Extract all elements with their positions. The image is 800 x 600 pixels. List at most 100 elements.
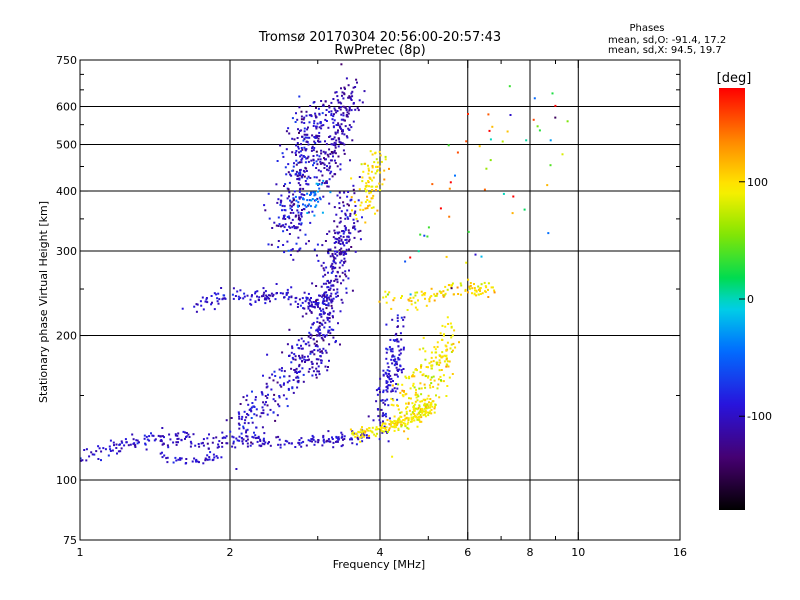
- data-point: [328, 313, 331, 316]
- data-point: [305, 444, 308, 447]
- data-point: [289, 254, 292, 256]
- data-point: [330, 170, 333, 173]
- data-point: [225, 442, 228, 445]
- data-point: [334, 132, 337, 135]
- data-point: [450, 287, 453, 290]
- data-point: [295, 242, 298, 245]
- data-point: [328, 343, 331, 346]
- data-point: [342, 279, 345, 282]
- data-point: [307, 204, 310, 207]
- data-point: [218, 440, 221, 443]
- data-point: [316, 298, 319, 301]
- data-point: [246, 445, 249, 448]
- y-tick-label: 600: [56, 101, 77, 114]
- data-point: [340, 239, 343, 242]
- data-point: [382, 427, 385, 429]
- data-point: [324, 152, 327, 155]
- data-point: [380, 408, 383, 411]
- data-point: [337, 232, 340, 235]
- data-point: [417, 395, 420, 398]
- data-point: [399, 391, 402, 394]
- data-point: [352, 218, 355, 221]
- data-point: [184, 462, 187, 465]
- data-point: [347, 229, 350, 232]
- data-point: [376, 170, 378, 173]
- data-point: [251, 435, 254, 438]
- data-point: [307, 160, 310, 163]
- data-point: [508, 85, 511, 88]
- grid-lines: [80, 60, 680, 540]
- data-point: [343, 244, 346, 247]
- data-point: [391, 362, 394, 365]
- data-point: [102, 447, 105, 450]
- data-point: [338, 125, 341, 128]
- data-point: [363, 434, 366, 437]
- data-point: [205, 297, 208, 299]
- data-point: [250, 406, 253, 409]
- data-point: [345, 114, 348, 117]
- data-point: [307, 292, 310, 295]
- data-point: [393, 364, 396, 367]
- data-point: [422, 336, 425, 339]
- data-point: [330, 298, 333, 301]
- data-point: [409, 397, 412, 400]
- data-point: [359, 436, 362, 439]
- data-point: [311, 434, 314, 437]
- data-point: [252, 436, 255, 439]
- data-point: [255, 408, 258, 411]
- data-point: [221, 442, 224, 444]
- data-point: [438, 290, 441, 293]
- data-point: [245, 435, 248, 438]
- data-point: [430, 408, 433, 411]
- data-point: [264, 290, 267, 293]
- data-point: [370, 170, 373, 173]
- data-point: [217, 445, 220, 448]
- data-point: [412, 382, 415, 385]
- data-point: [174, 434, 177, 437]
- data-point: [296, 209, 299, 212]
- data-point: [299, 370, 302, 373]
- data-point: [262, 287, 265, 290]
- data-point: [345, 275, 348, 278]
- data-point: [293, 225, 295, 228]
- data-point: [397, 421, 400, 424]
- data-point: [299, 357, 302, 360]
- data-point: [366, 207, 369, 210]
- data-point: [281, 351, 284, 354]
- data-point: [309, 352, 312, 355]
- data-point: [447, 144, 450, 147]
- data-point: [100, 459, 102, 462]
- x-tick-label: 4: [377, 546, 384, 559]
- data-point: [386, 431, 389, 433]
- data-point: [348, 96, 351, 99]
- data-point: [177, 458, 180, 461]
- data-point: [328, 230, 331, 233]
- data-point: [268, 297, 271, 300]
- data-point: [328, 106, 331, 109]
- data-point: [340, 118, 343, 121]
- data-point: [232, 297, 235, 300]
- data-point: [229, 430, 232, 433]
- data-point: [245, 429, 248, 432]
- data-point: [209, 451, 212, 454]
- data-point: [308, 136, 311, 139]
- data-point: [338, 207, 341, 209]
- data-point: [408, 377, 411, 380]
- data-point: [317, 107, 320, 110]
- data-point: [440, 379, 442, 382]
- x-tick-label: 10: [571, 546, 585, 559]
- data-point: [430, 360, 433, 363]
- data-point: [291, 209, 293, 211]
- data-point: [321, 211, 324, 214]
- data-point: [384, 155, 387, 158]
- x-axis-label: Frequency [MHz]: [333, 558, 425, 571]
- data-point: [413, 409, 416, 412]
- data-point: [331, 436, 333, 439]
- data-point: [282, 224, 285, 227]
- data-point: [362, 170, 365, 173]
- data-point: [314, 205, 317, 208]
- y-tick-label: 200: [56, 330, 77, 343]
- data-point: [236, 439, 239, 442]
- data-point: [307, 126, 309, 129]
- data-point: [454, 346, 457, 349]
